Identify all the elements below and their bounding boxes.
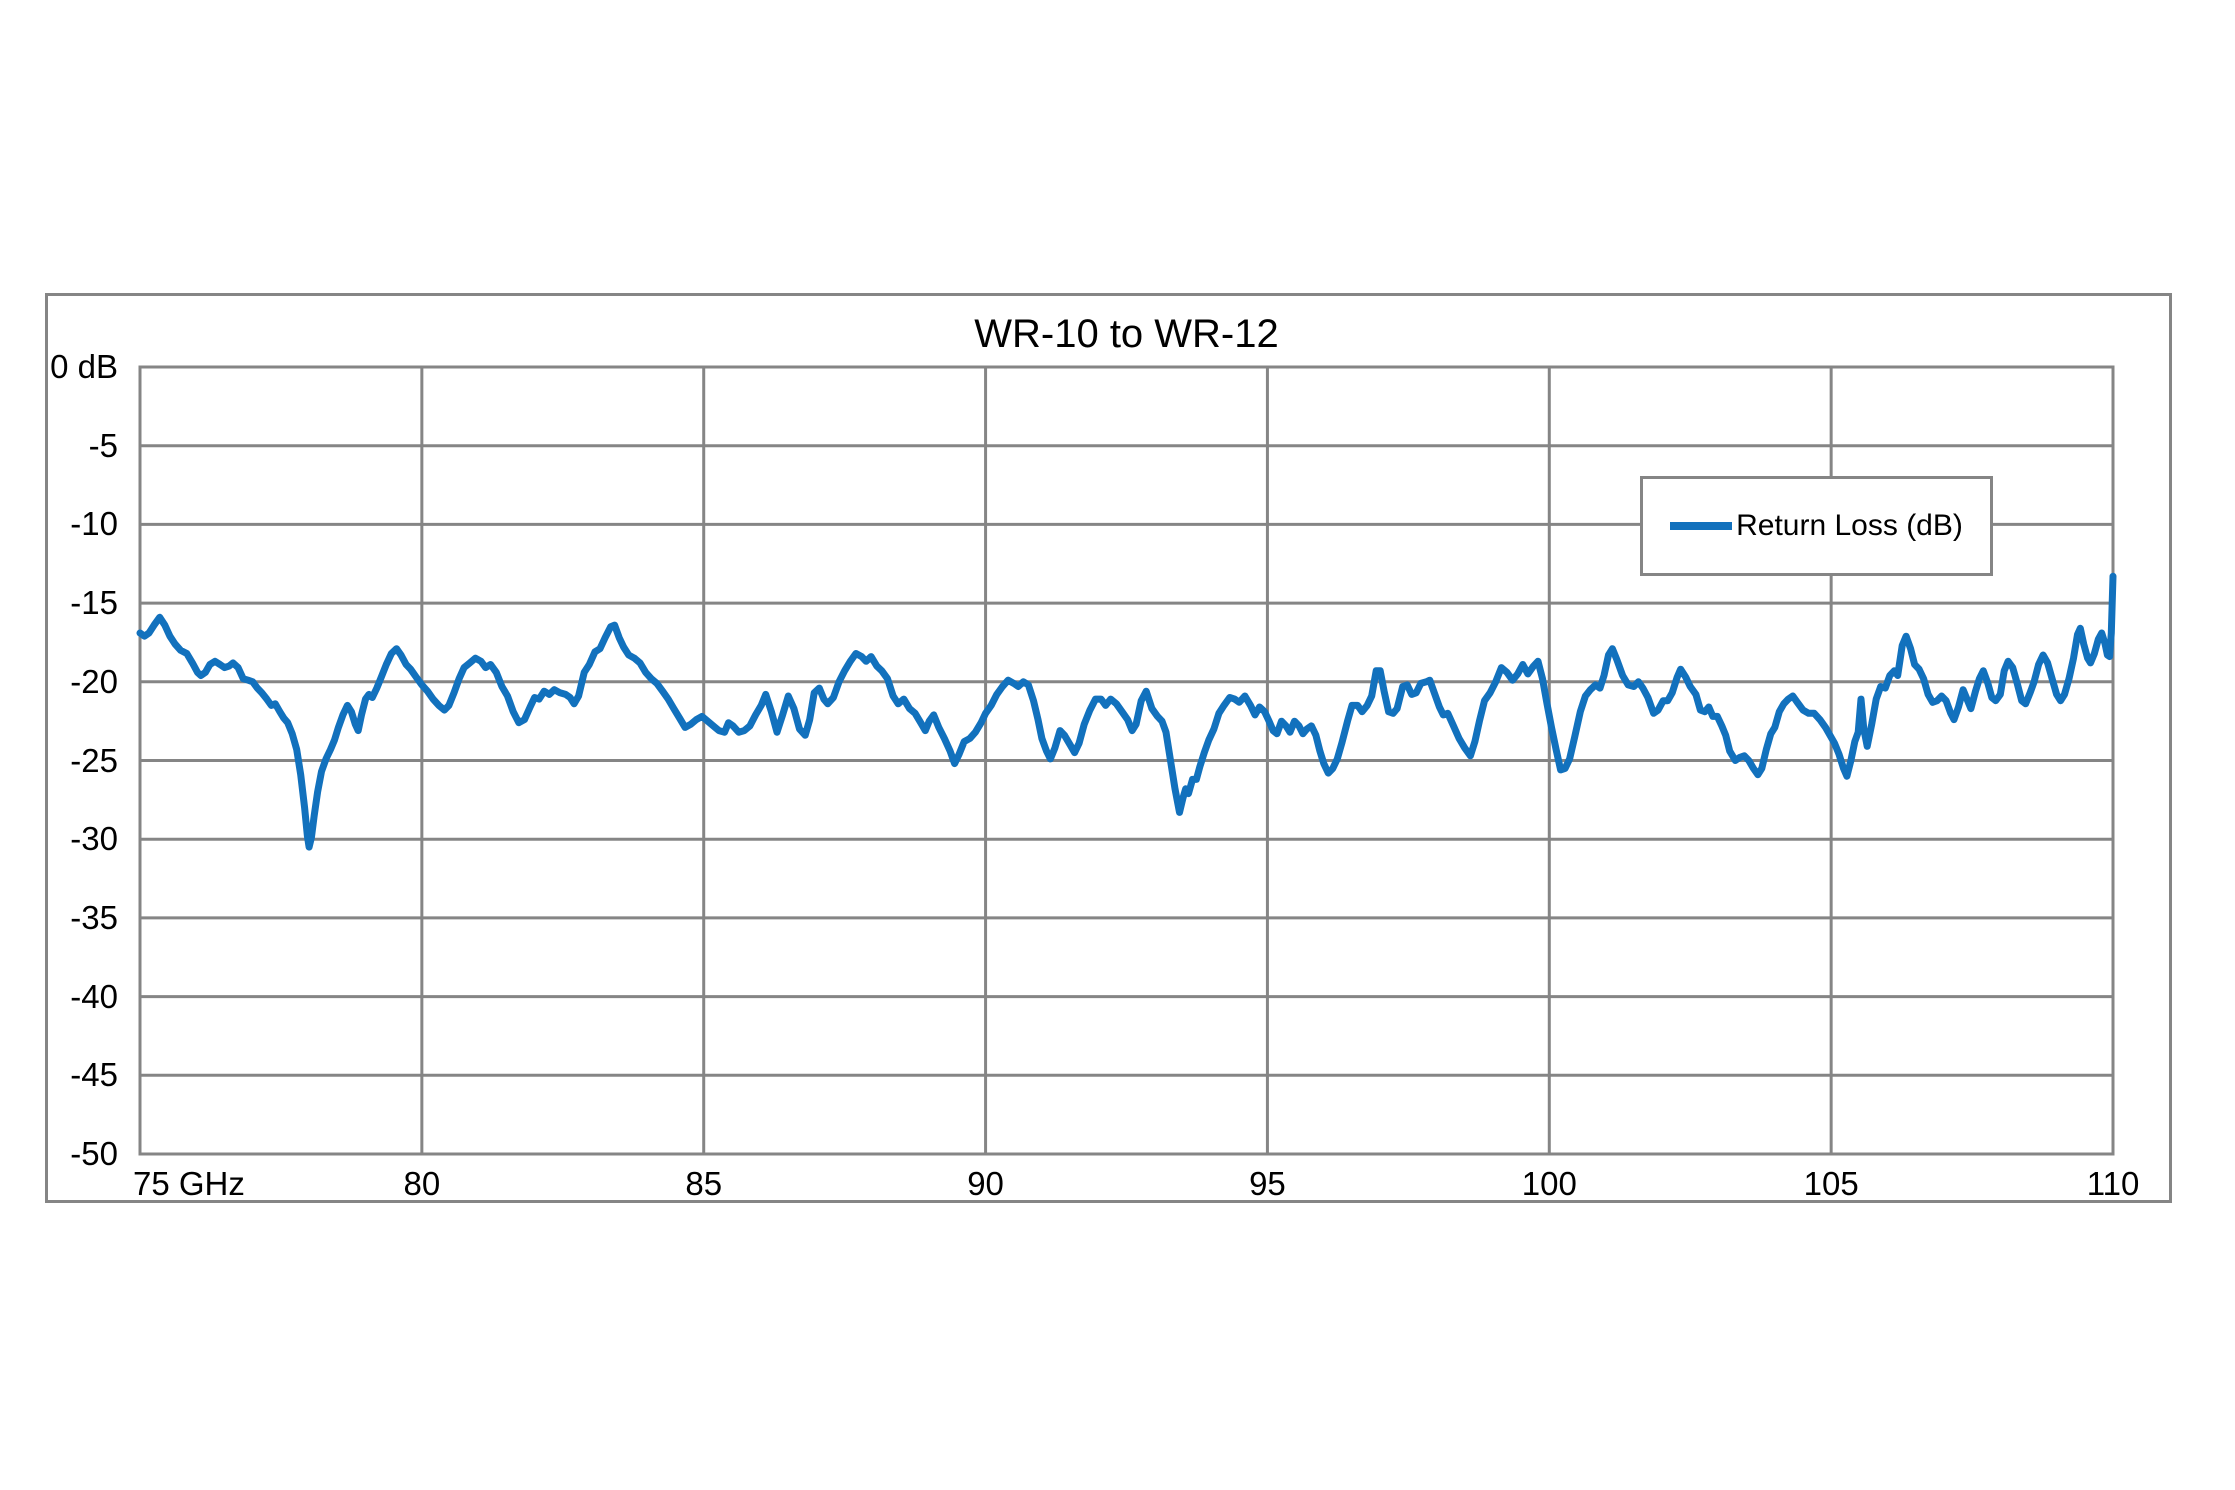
x-tick-label: 100 [1521, 1165, 1577, 1202]
return-loss-line [136, 572, 2117, 851]
y-tick-label: -30 [70, 820, 118, 858]
y-tick-label: -20 [70, 662, 118, 700]
chart-title: WR-10 to WR-12 [974, 312, 1279, 356]
y-tick-label: -10 [70, 505, 118, 543]
legend-line-sample-icon [1670, 522, 1733, 530]
x-tick-label: 90 [967, 1165, 1004, 1202]
y-tick-label: -50 [70, 1135, 118, 1172]
x-tick-label: 105 [1803, 1165, 1859, 1202]
x-tick-label: 95 [1249, 1165, 1286, 1202]
y-tick-label: -25 [70, 741, 118, 779]
y-tick-label: -40 [70, 977, 118, 1015]
y-tick-label: -5 [88, 426, 118, 464]
plot-area [136, 365, 2117, 1156]
legend-label: Return Loss (dB) [1736, 509, 1963, 542]
y-tick-label: -35 [70, 898, 118, 936]
x-tick-label: 110 [2086, 1165, 2140, 1202]
plot-border [138, 365, 2115, 1156]
y-tick-label: 0 dB [50, 348, 118, 385]
x-tick-label: 75 GHz [133, 1165, 245, 1202]
y-tick-label: -15 [70, 584, 118, 622]
x-tick-label: 80 [403, 1165, 441, 1202]
y-tick-label: -45 [70, 1056, 118, 1094]
x-tick-label: 85 [685, 1165, 723, 1202]
legend: Return Loss (dB) [1640, 476, 1993, 576]
